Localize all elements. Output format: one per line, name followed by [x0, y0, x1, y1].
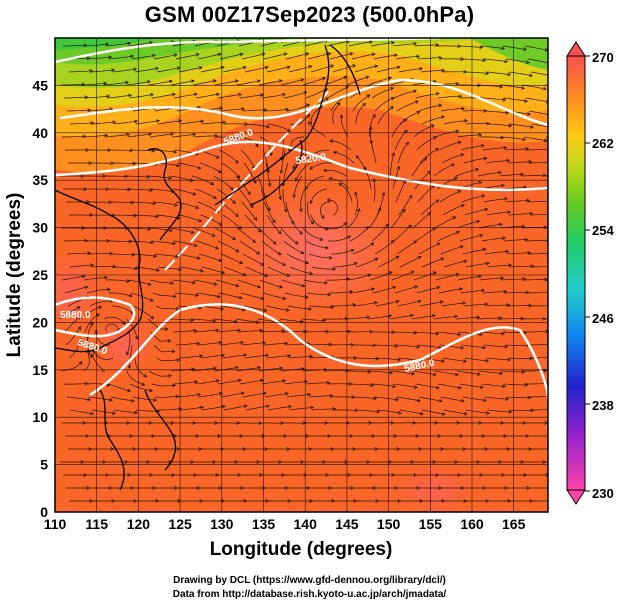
x-tick-label: 110	[44, 516, 67, 532]
credit-data: Data from http://database.rish.kyoto-u.a…	[172, 589, 447, 600]
x-tick-label: 140	[294, 516, 318, 532]
colorbar-label: 262	[592, 136, 614, 151]
y-axis-ticks: 0 5 10 15 20 25 30 35 40 45	[32, 77, 48, 520]
temperature-field	[55, 38, 548, 512]
x-tick-label: 130	[210, 516, 234, 532]
y-tick-label: 20	[32, 314, 48, 330]
x-tick-label: 150	[377, 516, 401, 532]
colorbar-label: 230	[592, 486, 614, 501]
y-tick-label: 25	[32, 267, 48, 283]
credit-drawing: Drawing by DCL (https://www.gfd-dennou.o…	[173, 575, 446, 586]
x-tick-label: 155	[419, 516, 443, 532]
y-tick-label: 45	[32, 77, 48, 93]
x-tick-label: 120	[127, 516, 151, 532]
y-axis-label: Latitude (degrees)	[4, 193, 25, 358]
x-tick-label: 160	[460, 516, 484, 532]
x-axis-label: Longitude (degrees)	[210, 539, 393, 560]
wind-streamlines	[59, 39, 548, 503]
plot-frame	[54, 37, 549, 513]
contour-label: 5820.0	[295, 152, 327, 167]
y-tick-label: 35	[32, 172, 48, 188]
x-axis-ticks: 110 115 120 125 130 135 140 145 150 155 160 165	[44, 516, 526, 532]
y-tick-label: 10	[32, 409, 48, 425]
x-tick-label: 135	[252, 516, 276, 532]
colorbar-label: 270	[592, 50, 614, 65]
colorbar: 270 262 254 246 238 230	[566, 41, 614, 505]
y-tick-label: 40	[32, 125, 48, 141]
x-tick-label: 125	[168, 516, 192, 532]
x-tick-label: 165	[502, 516, 526, 532]
map-title: GSM 00Z17Sep2023 (500.0hPa)	[144, 2, 475, 27]
x-tick-label: 115	[85, 516, 108, 532]
y-tick-label: 30	[32, 220, 48, 236]
coastlines	[55, 44, 361, 491]
colorbar-label: 246	[592, 311, 614, 326]
colorbar-label: 254	[592, 223, 614, 238]
colorbar-label: 238	[592, 398, 614, 413]
height-contours	[55, 38, 548, 399]
x-tick-label: 145	[335, 516, 359, 532]
contour-label: 5880.0	[60, 310, 91, 321]
y-tick-label: 0	[40, 504, 48, 520]
y-tick-label: 5	[40, 457, 48, 473]
y-tick-label: 15	[32, 362, 48, 378]
